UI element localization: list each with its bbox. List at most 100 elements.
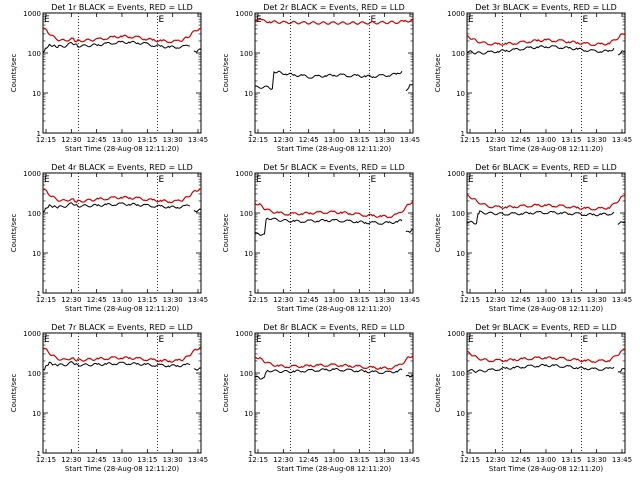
detector-panel-8: Det 8r BLACK = Events, RED = LLD 1 10 100 10… [222,323,420,473]
y-tick-label: 1 [249,130,253,138]
y-tick-label: 100 [28,210,41,218]
events-series-line [42,40,202,53]
x-tick-label: 13:45 [612,456,632,464]
x-tick-label: 13:30 [375,296,395,304]
y-axis-label: Counts/sec [10,374,18,413]
lld-series-line [43,188,202,204]
y-tick-label: 100 [240,210,253,218]
event-marker: E [583,15,589,25]
x-tick-label: 13:30 [375,456,395,464]
x-axis-label: Start Time (28-Aug-08 12:11:20) [489,465,603,473]
events-series-line [466,363,626,373]
y-tick-label: 1 [461,290,465,298]
event-marker: E [256,175,262,185]
x-tick-label: 13:15 [561,456,581,464]
y-axis-label: Counts/sec [434,374,442,413]
x-tick-label: 13:00 [324,456,344,464]
event-marker: E [256,335,262,345]
detector-panel-2: Det 2r BLACK = Events, RED = LLD 1 10 100 10… [222,3,420,153]
lld-series-line [466,194,626,211]
x-tick-label: 13:45 [400,296,420,304]
y-axis-label: Counts/sec [222,214,230,253]
x-tick-label: 13:45 [400,136,420,144]
y-tick-label: 1 [249,450,253,458]
x-tick-label: 13:00 [536,296,556,304]
events-series-line [254,70,413,92]
event-marker: E [44,15,50,25]
y-tick-label: 10 [32,250,41,258]
x-tick-label: 13:30 [587,296,607,304]
lld-series-line [254,200,414,219]
y-tick-label: 10 [244,90,253,98]
y-tick-label: 1000 [235,170,253,178]
y-tick-label: 1 [461,450,465,458]
panel-title: Det 6r BLACK = Events, RED = LLD [475,163,617,172]
x-tick-label: 13:15 [349,456,369,464]
x-tick-label: 12:15 [248,136,268,144]
plot-frame [254,12,414,134]
x-tick-label: 12:45 [87,456,107,464]
detector-panel-5: Det 5r BLACK = Events, RED = LLD 1 10 100 10… [222,163,420,313]
x-tick-label: 13:30 [375,136,395,144]
detector-panel-6: Det 6r BLACK = Events, RED = LLD 1 10 100 10… [434,163,632,313]
x-tick-label: 12:30 [61,296,81,304]
x-tick-label: 12:15 [36,136,56,144]
event-marker: E [44,175,50,185]
event-marker: E [583,335,589,345]
plot-frame [42,332,202,454]
x-tick-label: 13:00 [324,296,344,304]
y-tick-label: 1 [249,290,253,298]
events-series-line [254,217,414,236]
x-tick-label: 13:30 [163,296,183,304]
y-tick-label: 100 [240,50,253,58]
x-tick-label: 13:45 [400,456,420,464]
x-tick-label: 13:15 [137,136,157,144]
x-tick-label: 12:15 [36,296,56,304]
detector-panel-7: Det 7r BLACK = Events, RED = LLD 1 10 100 10… [10,323,208,473]
panel-title: Det 4r BLACK = Events, RED = LLD [51,163,193,172]
detector-panel-1: Det 1r BLACK = Events, RED = LLD 1 10 100 10… [10,3,208,153]
detector-panel-3: Det 3r BLACK = Events, RED = LLD 1 10 100 10… [434,3,632,153]
detector-panel-9: Det 9r BLACK = Events, RED = LLD 1 10 100 10… [434,323,632,473]
x-tick-label: 12:30 [485,456,505,464]
x-tick-label: 13:30 [163,456,183,464]
event-marker: E [159,15,165,25]
x-tick-label: 13:00 [112,456,132,464]
x-tick-label: 12:15 [460,296,480,304]
x-tick-label: 12:30 [485,296,505,304]
y-axis-label: Counts/sec [10,214,18,253]
x-tick-label: 12:45 [511,456,531,464]
plot-frame [42,172,202,294]
x-tick-label: 13:30 [587,136,607,144]
y-tick-label: 100 [452,210,465,218]
lld-series-line [43,27,202,44]
x-tick-label: 12:45 [299,136,319,144]
y-tick-label: 1000 [447,10,465,18]
x-tick-label: 12:30 [61,136,81,144]
y-tick-label: 100 [452,50,465,58]
x-tick-label: 13:45 [188,456,208,464]
y-tick-label: 1000 [235,330,253,338]
plot-frame [254,332,414,454]
plot-frame [466,332,626,454]
x-tick-label: 13:15 [561,296,581,304]
event-marker: E [159,175,165,185]
x-tick-label: 13:45 [188,296,208,304]
x-tick-label: 12:45 [87,136,107,144]
panel-title: Det 5r BLACK = Events, RED = LLD [263,163,405,172]
plot-frame [254,172,414,294]
x-tick-label: 12:45 [299,456,319,464]
x-tick-label: 13:45 [612,296,632,304]
y-tick-label: 1 [37,130,41,138]
event-marker: E [583,175,589,185]
x-tick-label: 13:15 [561,136,581,144]
event-marker: E [371,175,377,185]
x-tick-label: 12:15 [248,456,268,464]
y-tick-label: 1000 [447,330,465,338]
events-series-line [42,361,202,371]
panel-title: Det 8r BLACK = Events, RED = LLD [263,323,405,332]
y-tick-label: 1 [37,450,41,458]
y-tick-label: 10 [456,250,465,258]
x-tick-label: 13:45 [612,136,632,144]
